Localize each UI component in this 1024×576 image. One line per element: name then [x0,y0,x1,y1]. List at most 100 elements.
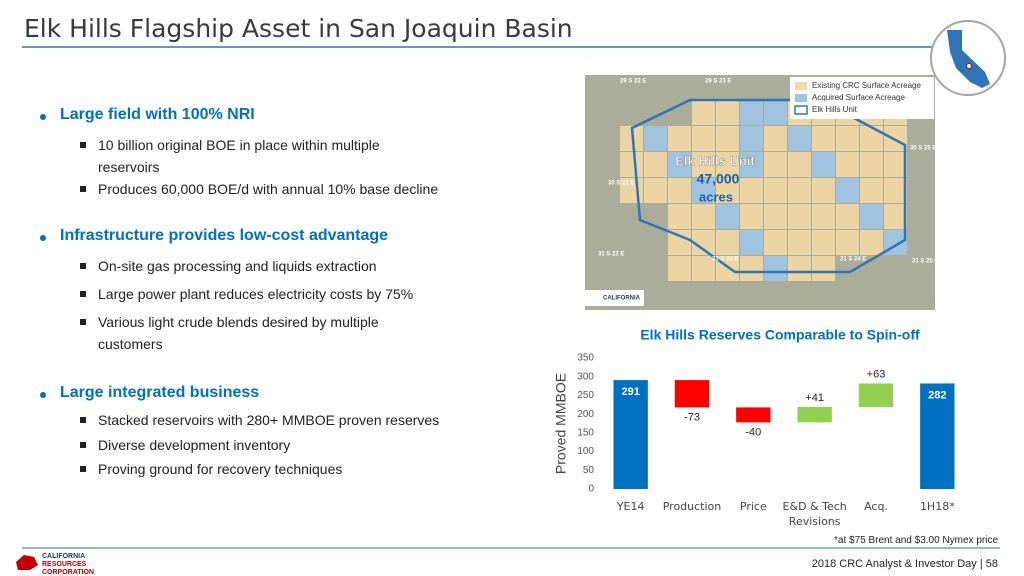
map-parcel [764,256,787,281]
bar [858,383,894,408]
map-parcel [812,126,835,151]
bullet-dot [40,114,46,120]
legend-swatch [795,94,807,102]
logo-text: CORPORATION [42,569,94,576]
map-parcel [668,204,691,229]
value-label: 282 [928,389,946,401]
map-parcel [788,230,811,255]
map-parcel [644,152,667,177]
township-label: 30 S 25 E [910,146,936,152]
map-parcel [740,100,763,125]
legend-swatch [795,82,807,90]
bar [920,383,955,489]
map-parcel [716,204,739,229]
bar [674,380,710,408]
map-parcel [764,230,787,255]
sub-bullet: Stacked reservoirs with 280+ MMBOE prove… [98,412,440,428]
sub-marker [80,291,86,297]
footer: 2018 CRC Analyst & Investor Day | 58 [811,558,998,570]
map-parcel [860,230,883,255]
map-parcel [836,230,859,255]
map-parcel [884,178,907,203]
bullet: Infrastructure provides low-cost advanta… [60,227,389,244]
sub-bullet: Proving ground for recovery techniques [98,461,343,477]
slide-title: Elk Hills Flagship Asset in San Joaquin … [24,14,573,43]
map-parcel [740,178,763,203]
logo-text: RESOURCES [42,561,87,568]
sub-marker [80,263,86,269]
map-parcel [692,204,715,229]
y-tick-label: 0 [588,484,594,495]
map-parcel [860,152,883,177]
x-tick-label: YE14 [616,500,645,513]
bar [613,380,648,489]
sub-marker [80,319,86,325]
map-parcel [668,230,691,255]
map-parcel [644,126,667,151]
legend-swatch [794,105,808,115]
map-parcel [764,100,787,125]
map-parcel [764,152,787,177]
footnote: *at $75 Brent and $3.00 Nymex price [834,535,998,546]
value-label: -73 [684,411,700,423]
map-parcel [740,126,763,151]
x-tick-label: Production [662,500,722,513]
sub-bullet: 10 billion original BOE in place within … [98,137,380,175]
map-parcel [668,178,691,203]
map-parcel [836,204,859,229]
map-parcel [788,126,811,151]
bullet: Large integrated business [60,384,260,401]
map-parcel [692,256,715,281]
bullet-dot [40,235,46,241]
map-logo: CALIFORNIA [603,296,641,302]
map-parcel [860,178,883,203]
value-label: +41 [805,392,824,404]
y-tick-label: 50 [583,465,595,476]
map-parcel [620,126,643,151]
x-tick-label: Acq. [864,500,888,513]
sub-marker [80,442,86,448]
map-parcel [740,256,763,281]
map-parcel [812,230,835,255]
township-label: 31 S 23 E [712,257,738,263]
map-parcel [812,204,835,229]
map-parcel [644,178,667,203]
map-parcel [788,256,811,281]
township-label: 31 S 22 E [598,252,624,258]
map-parcel [788,178,811,203]
y-tick-label: 150 [577,427,594,438]
map-parcel [716,152,739,177]
map-parcel [860,204,883,229]
map-parcel [620,152,643,177]
y-tick-label: 250 [577,390,594,401]
map-parcel [812,152,835,177]
y-tick-label: 300 [577,371,594,382]
township-label: 30 S 22 E [608,181,634,187]
sub-marker [80,417,86,423]
map-logo-box [582,290,644,306]
map-parcel [740,230,763,255]
map-parcel [668,152,691,177]
map-parcel [716,178,739,203]
map-parcel [692,152,715,177]
sub-marker [80,186,86,192]
y-tick-label: 350 [577,353,594,364]
map-parcel [692,178,715,203]
map-parcel [692,126,715,151]
legend-label: Elk Hills Unit [812,105,858,114]
x-tick-label: E&D & Tech Revisions [782,500,847,528]
map-parcel [716,230,739,255]
map-parcel [884,152,907,177]
unit-label: Elk Hills Unit [675,153,755,168]
bar [797,407,832,423]
township-label: 29 S 23 E [705,79,731,85]
bar [736,407,771,423]
y-tick-label: 100 [577,446,594,457]
sub-bullet: On-site gas processing and liquids extra… [98,258,377,274]
map-parcel [860,126,883,151]
map-parcel [716,100,739,125]
map-parcel [884,204,907,229]
township-label: 31 S 25 E [912,259,938,265]
map-parcel [764,204,787,229]
x-tick-label: Price [739,500,767,513]
